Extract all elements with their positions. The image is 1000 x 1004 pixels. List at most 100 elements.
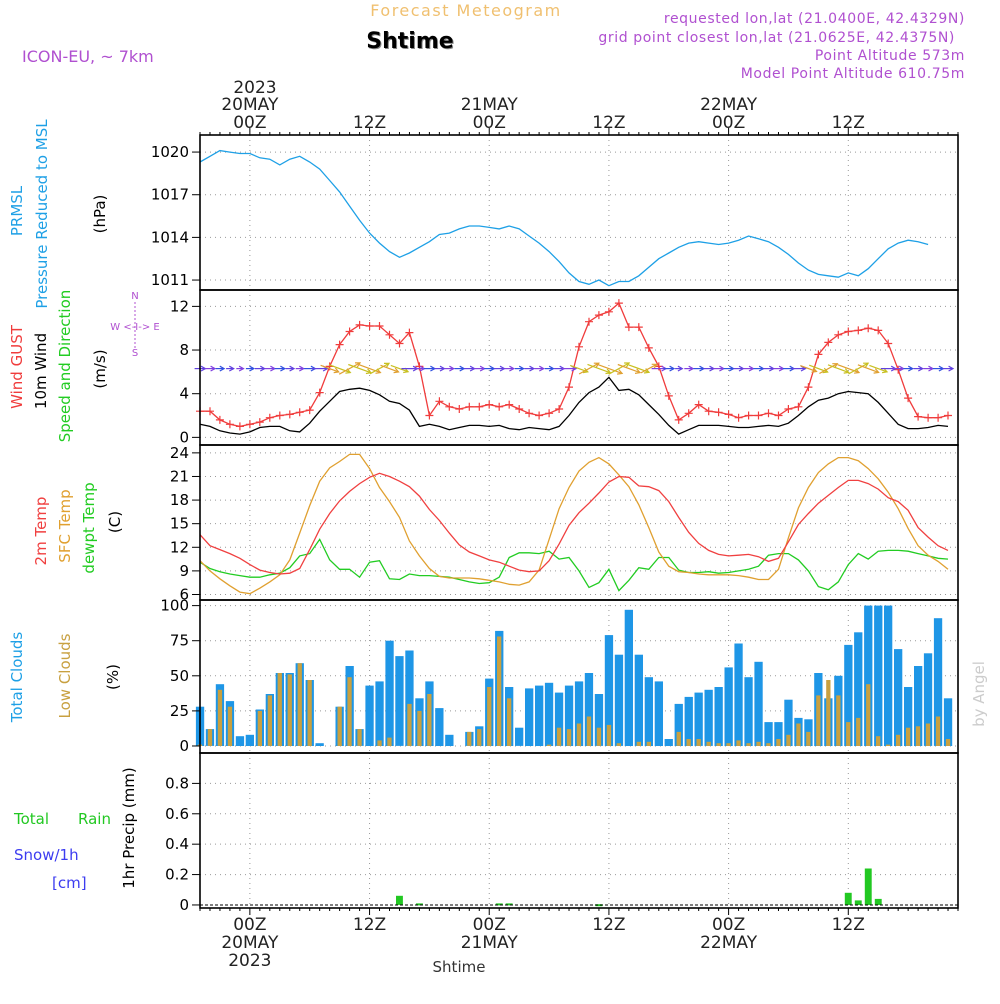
bottom-title: Shtime — [433, 958, 486, 976]
total-cloud-bar — [714, 687, 723, 746]
total-cloud-bar — [674, 703, 683, 746]
total-cloud-bar — [375, 681, 384, 746]
bottom-date-label: 22MAY — [700, 933, 758, 953]
top-date-label: 20MAY — [221, 95, 279, 115]
gust-marker — [235, 422, 244, 431]
low-cloud-bar — [267, 695, 272, 746]
wind-arrow-head — [832, 363, 839, 369]
wind-arrow — [640, 363, 657, 374]
low-cloud-bar — [866, 684, 871, 746]
wind-arrow-head — [529, 365, 536, 372]
rain-bar — [844, 892, 852, 905]
pressure-desc-label: Pressure Reduced to MSL — [33, 119, 51, 309]
total-cloud-bar — [664, 739, 673, 746]
wind-arrow-head — [918, 365, 924, 372]
wind-arrow-head — [260, 365, 266, 372]
wind-arrow-head — [299, 365, 305, 372]
total-cloud-bar — [624, 609, 633, 746]
gust-marker — [485, 400, 494, 409]
precip-ylabel: 1hr Precip (mm) — [120, 767, 138, 888]
low-cloud-bar — [636, 741, 641, 746]
gust-marker — [585, 317, 593, 326]
rain-bar — [416, 903, 423, 906]
y-tick-label: 100 — [160, 597, 189, 615]
low-cloud-bar — [487, 687, 492, 746]
gust-marker — [345, 327, 354, 336]
gust-marker — [255, 418, 264, 427]
wind-arrow-head — [439, 365, 446, 372]
rain-bar — [595, 904, 603, 907]
wind-arrow-head — [948, 365, 955, 372]
y-tick-label: 75 — [170, 632, 189, 650]
low-cloud-bar — [836, 695, 841, 746]
wind-arrow-head — [822, 367, 829, 374]
total-cloud-bar — [435, 708, 444, 746]
rain-bar — [864, 868, 872, 905]
gust-marker — [435, 397, 444, 406]
total-cloud-bar — [385, 640, 394, 746]
total-cloud-bar — [854, 632, 863, 746]
y-tick-label: 1011 — [151, 271, 189, 289]
wind-arrow-head — [811, 367, 818, 373]
low-cloud-bar — [736, 740, 741, 746]
compass-s: S — [132, 348, 138, 359]
bottom-hour-label: 00Z — [233, 915, 266, 935]
low-cloud-bar — [896, 734, 901, 746]
top-hour-label: 12Z — [353, 113, 386, 133]
total-cloud-bar — [904, 687, 913, 746]
wind-arrow-head — [449, 365, 455, 372]
y-tick-label: 6 — [179, 585, 189, 603]
wind-arrow-head — [593, 362, 600, 368]
wind-arrow — [587, 363, 611, 374]
gust-marker — [385, 330, 394, 339]
wind-arrow — [819, 363, 838, 375]
rain-bar — [495, 903, 503, 906]
gust-marker — [854, 326, 863, 335]
point-altitude: Point Altitude 573m — [815, 48, 965, 64]
low-cloud-bar — [646, 741, 651, 746]
low-cloud-bar — [277, 673, 282, 746]
total-cloud-bar — [923, 653, 933, 746]
total-cloud-bar — [644, 677, 653, 746]
gridlines — [200, 135, 958, 908]
bottom-hour-label: 12Z — [353, 915, 386, 935]
gust-label: Wind GUST — [8, 324, 26, 409]
temp-unit: (C) — [106, 511, 124, 533]
total-cloud-bar — [445, 734, 454, 746]
gust-marker — [714, 408, 723, 417]
gust-marker — [375, 322, 384, 330]
wind-arrow-head — [908, 365, 914, 372]
total-cloud-bar — [554, 692, 564, 746]
low-cloud-bar — [467, 731, 472, 746]
gust-marker — [475, 402, 484, 411]
cloud-unit: (%) — [104, 664, 122, 690]
gridpoint-coords: grid point closest lon,lat (21.0625E, 42… — [598, 30, 955, 46]
gust-marker — [774, 411, 783, 420]
low-cloud-bar — [945, 739, 951, 746]
wind-arrow — [348, 363, 372, 374]
y-tick-label: 18 — [170, 491, 189, 509]
gust-marker — [914, 412, 923, 421]
gust-marker — [874, 326, 883, 335]
total-cloud-bar — [744, 677, 753, 746]
y-tick-label: 0 — [179, 737, 189, 755]
wind-arrow-head — [748, 365, 755, 372]
low-cloud-bar — [846, 722, 851, 746]
total-cloud-bar — [874, 605, 883, 746]
low-cloud-bar — [606, 724, 612, 746]
wind-arrow-head — [499, 365, 506, 372]
rain-label-2: Rain — [78, 810, 111, 828]
low-cloud-bar — [357, 729, 362, 746]
total-cloud-bar — [365, 685, 374, 746]
gust-marker — [724, 410, 733, 419]
total-cloud-bar — [884, 605, 893, 746]
gust-marker — [225, 420, 234, 429]
wind-arrow-head — [229, 365, 235, 372]
low-cloud-bar — [217, 689, 223, 746]
rain-bar — [854, 900, 862, 905]
low-cloud-bar — [696, 739, 701, 746]
wind-arrow — [608, 362, 630, 375]
low-cloud-bar — [227, 706, 233, 746]
wind-arrow-head — [210, 365, 217, 372]
